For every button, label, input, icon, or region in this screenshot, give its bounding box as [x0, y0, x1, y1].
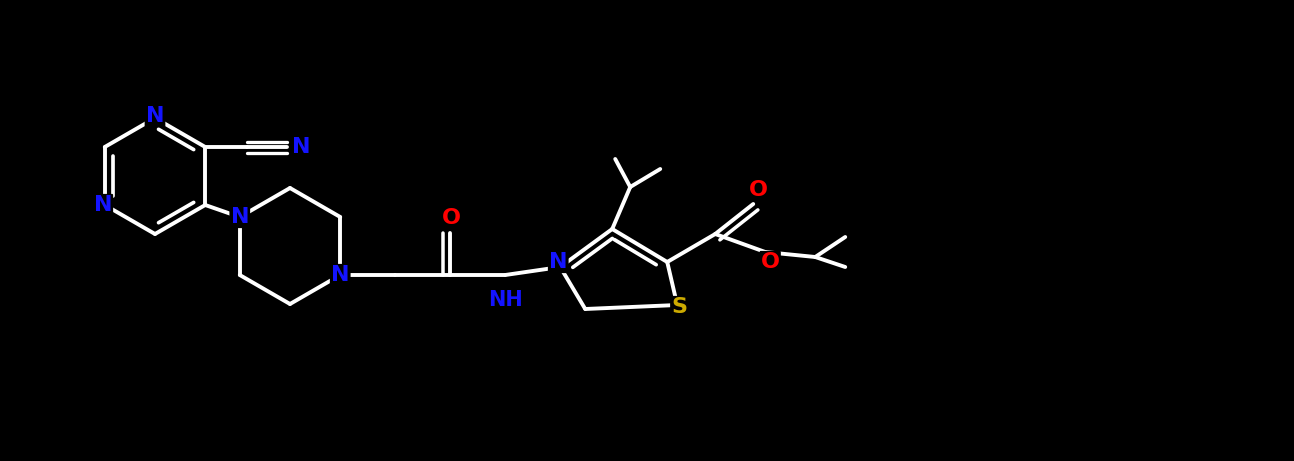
Text: O: O — [749, 180, 767, 200]
Text: N: N — [230, 207, 248, 227]
Text: N: N — [146, 106, 164, 126]
Text: S: S — [672, 297, 687, 317]
Text: O: O — [761, 252, 780, 272]
Text: N: N — [292, 137, 311, 157]
Text: N: N — [549, 252, 568, 272]
Text: N: N — [93, 195, 113, 215]
Text: NH: NH — [488, 290, 523, 310]
Text: O: O — [441, 208, 461, 228]
Text: N: N — [331, 265, 349, 285]
